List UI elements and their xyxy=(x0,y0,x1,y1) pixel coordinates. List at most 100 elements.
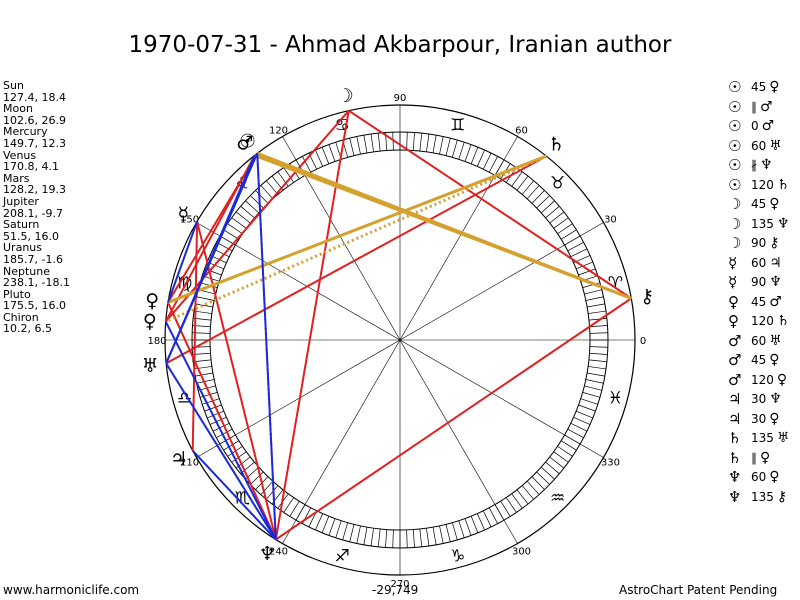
degree-tick xyxy=(536,471,550,485)
degree-tick xyxy=(516,489,529,505)
degree-tick xyxy=(385,529,388,548)
degree-tick xyxy=(283,167,295,183)
aspect-row: ♃ 30 ♀ xyxy=(728,410,789,430)
aspect-line xyxy=(274,110,350,540)
aspect-glyph-1: ♃ xyxy=(728,409,742,428)
aspect-row: ☿ 60 ♃ xyxy=(728,254,789,274)
aspect-glyph-1: ☉ xyxy=(728,175,742,194)
degree-tick xyxy=(289,500,300,517)
degree-tick xyxy=(576,261,593,270)
aspect-glyph-1: ♂ xyxy=(728,370,742,389)
degree-tick xyxy=(250,195,264,209)
planet-uranus-glyph: ♅ xyxy=(142,355,159,377)
aspect-glyph-2: ♂ xyxy=(761,118,775,134)
degree-label: 60 xyxy=(515,126,528,137)
degree-tick xyxy=(426,528,430,547)
aspect-row: ♃ 30 ♆ xyxy=(728,390,789,410)
degree-tick xyxy=(578,404,596,412)
aspect-glyph-1: ☿ xyxy=(728,253,738,272)
degree-tick xyxy=(356,136,361,155)
degree-tick xyxy=(582,392,601,398)
degree-tick xyxy=(432,527,437,545)
degree-tick xyxy=(589,325,608,328)
aspect-angle: 135 xyxy=(751,431,774,445)
planet-name: Chiron xyxy=(3,310,39,324)
aspect-glyph-2: ♅ xyxy=(769,137,782,154)
aspect-glyph-2: ♀ xyxy=(769,196,780,212)
degree-tick xyxy=(470,516,479,533)
degree-label: 120 xyxy=(269,126,288,137)
aspect-glyph-2: ⚷ xyxy=(776,488,788,505)
aspect-glyph-1: ♀ xyxy=(728,312,739,330)
planet-neptune-glyph: ♆ xyxy=(259,543,276,565)
degree-tick xyxy=(377,133,381,152)
aspect-glyph-1: ♃ xyxy=(728,390,742,408)
degree-tick xyxy=(240,206,255,219)
degree-tick xyxy=(464,518,472,536)
aspect-row: ☉ ∥ ♂ xyxy=(728,98,789,118)
aspect-row: ♂ 120 ♀ xyxy=(728,371,789,391)
degree-tick xyxy=(560,229,577,240)
aspect-glyph-2: ♆ xyxy=(769,391,782,407)
degree-tick xyxy=(349,138,355,156)
house-spoke xyxy=(196,339,401,458)
degree-tick xyxy=(557,445,573,457)
degree-tick xyxy=(540,200,555,214)
aspect-row: ☉ 120 ♄ xyxy=(728,176,789,196)
planet-values: 175.5, 16.0 xyxy=(3,299,66,313)
aspect-glyph-1: ♂ xyxy=(728,331,742,350)
degree-label: 240 xyxy=(269,546,288,557)
degree-tick xyxy=(521,485,534,500)
degree-tick xyxy=(406,132,408,151)
aspect-line xyxy=(275,297,632,541)
degree-tick xyxy=(578,268,596,276)
degree-tick xyxy=(245,200,260,214)
degree-tick xyxy=(545,461,560,474)
aspect-glyph-2: ♆ xyxy=(760,157,773,173)
aspect-angle: 90 xyxy=(751,275,767,289)
degree-tick xyxy=(464,144,472,162)
degree-tick xyxy=(580,398,598,405)
aspect-glyph-1: ♄ xyxy=(728,448,742,467)
planet-name: Saturn xyxy=(3,218,40,232)
aspect-angle: 60 xyxy=(751,255,767,270)
footer-website[interactable]: www.harmoniclife.com xyxy=(3,583,140,597)
degree-tick xyxy=(482,152,492,170)
degree-tick xyxy=(553,451,569,463)
zodiac-sign-glyph: ♎ xyxy=(177,389,192,409)
house-spoke xyxy=(399,136,518,341)
degree-tick xyxy=(426,133,430,152)
aspect-glyph-2: ♀ xyxy=(760,449,771,466)
degree-tick xyxy=(240,461,255,474)
degree-tick xyxy=(195,303,213,308)
degree-tick xyxy=(266,180,279,195)
degree-tick xyxy=(209,416,227,425)
degree-tick xyxy=(582,282,601,288)
aspect-angle: 135 xyxy=(751,489,774,504)
degree-tick xyxy=(570,422,588,432)
degree-tick xyxy=(363,135,368,153)
aspect-glyph-2: ♀ xyxy=(776,371,788,388)
aspect-glyph-2: ♀ xyxy=(769,352,780,368)
zodiac-sign-glyph: ♉ xyxy=(550,173,565,193)
degree-label: 210 xyxy=(180,458,199,469)
aspect-angle: ∥ xyxy=(751,99,757,114)
aspect-glyph-2: ♅ xyxy=(769,332,782,349)
aspect-line xyxy=(165,155,547,365)
degree-tick xyxy=(432,135,437,153)
degree-tick xyxy=(576,410,593,419)
aspect-line xyxy=(191,221,199,451)
aspect-angle: 135 xyxy=(751,216,774,231)
degree-tick xyxy=(567,242,584,252)
planet-position-list: Sun 127.4, 18.4 Moon 102.6, 26.9 Mercury… xyxy=(3,80,70,335)
degree-label: 300 xyxy=(512,546,531,557)
aspect-row: ☉ 45 ♀ xyxy=(728,78,789,98)
degree-tick xyxy=(526,480,540,495)
aspect-glyph-2: ♄ xyxy=(776,313,790,329)
degree-tick xyxy=(584,289,602,295)
aspect-glyph-1: ♆ xyxy=(728,487,742,506)
aspect-line xyxy=(165,154,547,323)
degree-tick xyxy=(516,175,529,191)
aspect-glyph-1: ☽ xyxy=(728,195,742,213)
